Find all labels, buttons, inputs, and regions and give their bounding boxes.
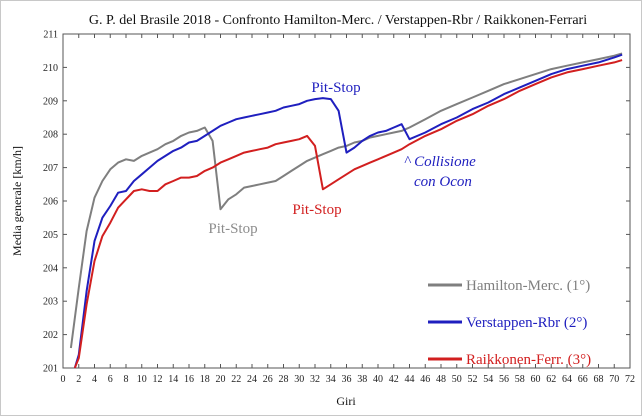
chart-title: G. P. del Brasile 2018 - Confronto Hamil… [89,13,587,28]
legend: Hamilton-Merc. (1°) Verstappen-Rbr (2°) Ra… [428,278,591,368]
x-tick-label: 28 [279,374,289,385]
collision-label-line1: ^ Collisione [404,154,476,170]
y-tick-label: 204 [43,263,58,274]
x-tick-label: 30 [294,374,304,385]
x-tick-label: 42 [389,374,399,385]
x-tick-label: 66 [578,374,588,385]
x-tick-label: 10 [137,374,147,385]
collision-label-line2: con Ocon [414,174,472,190]
x-tick-label: 54 [483,374,493,385]
y-tick-label: 209 [43,96,58,107]
y-tick-label: 208 [43,130,58,141]
x-tick-label: 52 [468,374,478,385]
x-tick-label: 26 [263,374,273,385]
x-tick-label: 46 [420,374,430,385]
y-tick-label: 206 [43,197,58,208]
series-line-3 [73,59,623,369]
y-tick-label: 201 [43,364,58,375]
y-tick-label: 202 [43,330,58,341]
x-tick-label: 64 [562,374,572,385]
x-tick-label: 18 [200,374,210,385]
y-tick-label: 207 [43,163,58,174]
legend-label-3: Raikkonen-Ferr. (3°) [466,352,591,368]
legend-label-2: Verstappen-Rbr (2°) [466,315,587,331]
y-tick-label: 211 [43,30,58,41]
y-tick-label: 210 [43,63,58,74]
y-axis-label: Media generale [km/h] [10,146,24,256]
series-group [69,52,623,369]
hamilton-pit-stop-label: Pit-Stop [208,221,257,237]
x-tick-label: 60 [531,374,541,385]
x-tick-label: 2 [76,374,81,385]
y-axis: 201 202 203 204 205 206 207 208 209 210 211 [43,30,630,375]
x-tick-label: 24 [247,374,257,385]
x-tick-label: 58 [515,374,525,385]
x-tick-label: 40 [373,374,383,385]
x-tick-label: 48 [436,374,446,385]
raikkonen-pit-stop-label: Pit-Stop [292,202,341,218]
x-tick-label: 56 [499,374,509,385]
x-tick-label: 12 [153,374,163,385]
x-tick-label: 16 [184,374,194,385]
x-tick-label: 38 [357,374,367,385]
x-tick-label: 4 [92,374,97,385]
x-tick-label: 44 [405,374,415,385]
x-tick-label: 22 [231,374,241,385]
plot-area [62,33,631,369]
x-tick-label: 68 [594,374,604,385]
x-tick-label: 50 [452,374,462,385]
x-tick-label: 36 [342,374,352,385]
y-tick-label: 205 [43,230,58,241]
x-tick-label: 62 [546,374,556,385]
series-line-2 [73,53,623,369]
x-tick-label: 0 [61,374,66,385]
verstappen-pit-stop-label: Pit-Stop [311,80,360,96]
x-tick-label: 8 [124,374,129,385]
x-axis-label: Giri [336,394,356,408]
x-tick-label: 14 [168,374,178,385]
series-line-1 [69,52,623,349]
x-tick-label: 72 [625,374,635,385]
x-tick-label: 70 [609,374,619,385]
x-tick-label: 6 [108,374,113,385]
x-tick-label: 34 [326,374,336,385]
y-tick-label: 203 [43,297,58,308]
legend-label-1: Hamilton-Merc. (1°) [466,278,590,294]
x-tick-label: 20 [216,374,226,385]
x-axis: 0 2 4 6 8 10 12 14 16 18 20 22 24 26 28 30 32 34 36 38 40 42 4… [61,34,635,385]
x-tick-label: 32 [310,374,320,385]
